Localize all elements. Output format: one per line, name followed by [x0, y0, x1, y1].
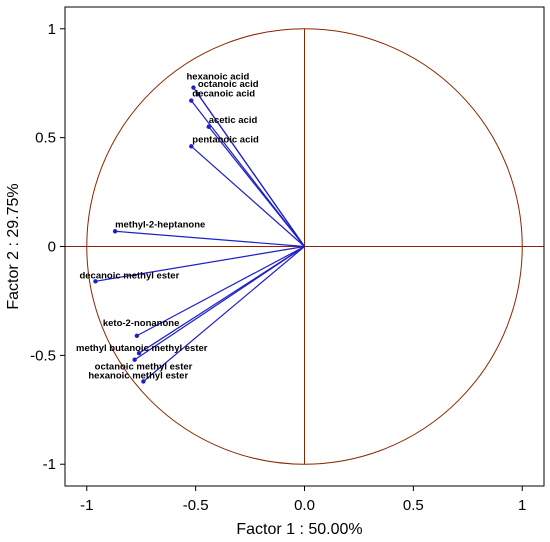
- loading-point: [132, 357, 137, 362]
- loading-point: [189, 144, 194, 149]
- axis-ticks: [60, 28, 523, 491]
- point-label: hexanoic acid: [186, 72, 249, 83]
- y-tick-labels: 1 0.5 0 -0.5 -1: [30, 21, 56, 473]
- point-label: hexanoic methyl ester: [88, 370, 188, 381]
- loading-point: [112, 229, 118, 234]
- x-tick-label: 0.5: [403, 497, 424, 514]
- point-label: methyl-2-heptanone: [115, 219, 205, 230]
- point-label: octanoic acid: [198, 79, 259, 90]
- point-label: decanoic methyl ester: [79, 270, 179, 281]
- point-label: keto-2-nonanone: [103, 318, 180, 329]
- y-tick-label: -1: [43, 456, 56, 473]
- x-tick-label: 0.0: [294, 497, 315, 514]
- x-tick-label: -0.5: [183, 497, 209, 514]
- x-tick-labels: -1 -0.5 0.0 0.5 1: [80, 497, 526, 514]
- unit-circle: [86, 28, 523, 465]
- point-label: octanoic methyl ester: [95, 362, 193, 373]
- unit-circle-layer: [86, 28, 523, 465]
- loading-point: [189, 98, 194, 103]
- loading-point: [141, 379, 146, 384]
- point-label: acetic acid: [209, 115, 258, 126]
- loading-point: [191, 85, 196, 90]
- loading-point: [93, 279, 98, 284]
- x-axis-title: Factor 1 : 50.00%: [236, 521, 362, 538]
- point-label: methyl butanoic methyl ester: [76, 343, 208, 354]
- loading-point: [206, 124, 211, 129]
- y-tick-label: 0: [48, 239, 56, 256]
- loading-vector: [142, 246, 305, 382]
- loading-vector: [115, 230, 305, 248]
- y-tick-label: 1: [48, 21, 56, 38]
- y-tick-label: 0.5: [35, 130, 56, 147]
- y-axis-title: Factor 2 : 29.75%: [5, 183, 22, 309]
- x-tick-label: 1: [518, 497, 526, 514]
- point-label: pentanoic acid: [192, 134, 259, 145]
- loading-point: [136, 350, 142, 356]
- point-label: decanoic acid: [192, 89, 255, 100]
- x-tick-label: -1: [80, 497, 93, 514]
- loading-vector: [134, 246, 305, 361]
- loading-points: [93, 85, 211, 384]
- loading-point: [195, 91, 201, 97]
- loading-vector: [190, 145, 305, 247]
- loading-vector: [197, 93, 305, 247]
- loading-point: [134, 333, 140, 338]
- loading-vector: [208, 126, 305, 247]
- loading-vector: [95, 245, 305, 282]
- loading-vector: [136, 245, 305, 337]
- loading-vectors: [95, 87, 305, 382]
- y-tick-label: -0.5: [30, 347, 56, 364]
